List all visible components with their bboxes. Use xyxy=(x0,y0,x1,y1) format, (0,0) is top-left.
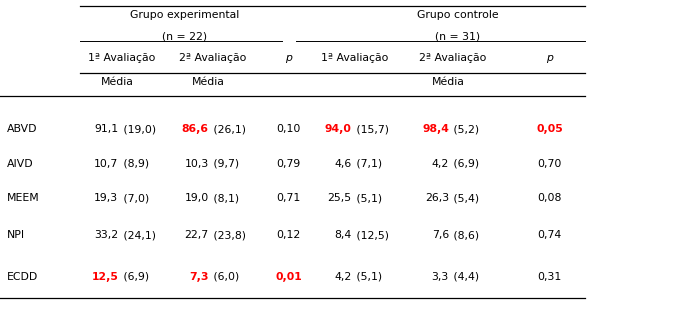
Text: 26,3: 26,3 xyxy=(425,193,449,204)
Text: 86,6: 86,6 xyxy=(182,124,209,134)
Text: 94,0: 94,0 xyxy=(324,124,351,134)
Text: Média: Média xyxy=(432,77,464,87)
Text: 3,3: 3,3 xyxy=(432,271,449,282)
Text: (9,7): (9,7) xyxy=(210,159,239,169)
Text: Média: Média xyxy=(101,77,134,87)
Text: 0,79: 0,79 xyxy=(277,159,301,169)
Text: 0,01: 0,01 xyxy=(276,271,302,282)
Text: 91,1: 91,1 xyxy=(94,124,118,134)
Text: 4,2: 4,2 xyxy=(432,159,449,169)
Text: ABVD: ABVD xyxy=(7,124,38,134)
Text: Média: Média xyxy=(191,77,224,87)
Text: (7,0): (7,0) xyxy=(120,193,149,204)
Text: (23,8): (23,8) xyxy=(210,230,246,241)
Text: (n = 31): (n = 31) xyxy=(435,32,480,42)
Text: 0,10: 0,10 xyxy=(276,124,301,134)
Text: 19,0: 19,0 xyxy=(184,193,209,204)
Text: 1ª Avaliação: 1ª Avaliação xyxy=(88,53,155,63)
Text: MEEM: MEEM xyxy=(7,193,40,204)
Text: 22,7: 22,7 xyxy=(184,230,209,241)
Text: (n = 22): (n = 22) xyxy=(162,32,207,42)
Text: p: p xyxy=(285,53,292,63)
Text: AIVD: AIVD xyxy=(7,159,33,169)
Text: 19,3: 19,3 xyxy=(94,193,118,204)
Text: Grupo experimental: Grupo experimental xyxy=(130,10,239,19)
Text: 0,05: 0,05 xyxy=(537,124,563,134)
Text: 2ª Avaliação: 2ª Avaliação xyxy=(179,53,246,63)
Text: (26,1): (26,1) xyxy=(210,124,246,134)
Text: Grupo controle: Grupo controle xyxy=(417,10,498,19)
Text: (5,2): (5,2) xyxy=(450,124,480,134)
Text: (12,5): (12,5) xyxy=(353,230,389,241)
Text: 33,2: 33,2 xyxy=(94,230,118,241)
Text: (19,0): (19,0) xyxy=(120,124,156,134)
Text: (6,9): (6,9) xyxy=(450,159,480,169)
Text: 0,71: 0,71 xyxy=(277,193,301,204)
Text: ECDD: ECDD xyxy=(7,271,38,282)
Text: (8,9): (8,9) xyxy=(120,159,149,169)
Text: 25,5: 25,5 xyxy=(327,193,351,204)
Text: 7,6: 7,6 xyxy=(432,230,449,241)
Text: 0,08: 0,08 xyxy=(537,193,562,204)
Text: 0,74: 0,74 xyxy=(538,230,562,241)
Text: (6,0): (6,0) xyxy=(210,271,239,282)
Text: p: p xyxy=(546,53,553,63)
Text: 1ª Avaliação: 1ª Avaliação xyxy=(322,53,388,63)
Text: (24,1): (24,1) xyxy=(120,230,156,241)
Text: 0,70: 0,70 xyxy=(537,159,562,169)
Text: (5,1): (5,1) xyxy=(353,193,382,204)
Text: 8,4: 8,4 xyxy=(334,230,351,241)
Text: (7,1): (7,1) xyxy=(353,159,382,169)
Text: 2ª Avaliação: 2ª Avaliação xyxy=(419,53,486,63)
Text: (8,1): (8,1) xyxy=(210,193,239,204)
Text: (4,4): (4,4) xyxy=(450,271,480,282)
Text: (8,6): (8,6) xyxy=(450,230,480,241)
Text: 98,4: 98,4 xyxy=(422,124,449,134)
Text: 7,3: 7,3 xyxy=(189,271,209,282)
Text: (6,9): (6,9) xyxy=(120,271,149,282)
Text: (15,7): (15,7) xyxy=(353,124,389,134)
Text: 0,31: 0,31 xyxy=(538,271,562,282)
Text: 12,5: 12,5 xyxy=(91,271,118,282)
Text: 10,7: 10,7 xyxy=(94,159,118,169)
Text: 4,2: 4,2 xyxy=(334,271,351,282)
Text: 10,3: 10,3 xyxy=(184,159,209,169)
Text: NPI: NPI xyxy=(7,230,25,241)
Text: (5,4): (5,4) xyxy=(450,193,480,204)
Text: 4,6: 4,6 xyxy=(334,159,351,169)
Text: (5,1): (5,1) xyxy=(353,271,382,282)
Text: 0,12: 0,12 xyxy=(277,230,301,241)
